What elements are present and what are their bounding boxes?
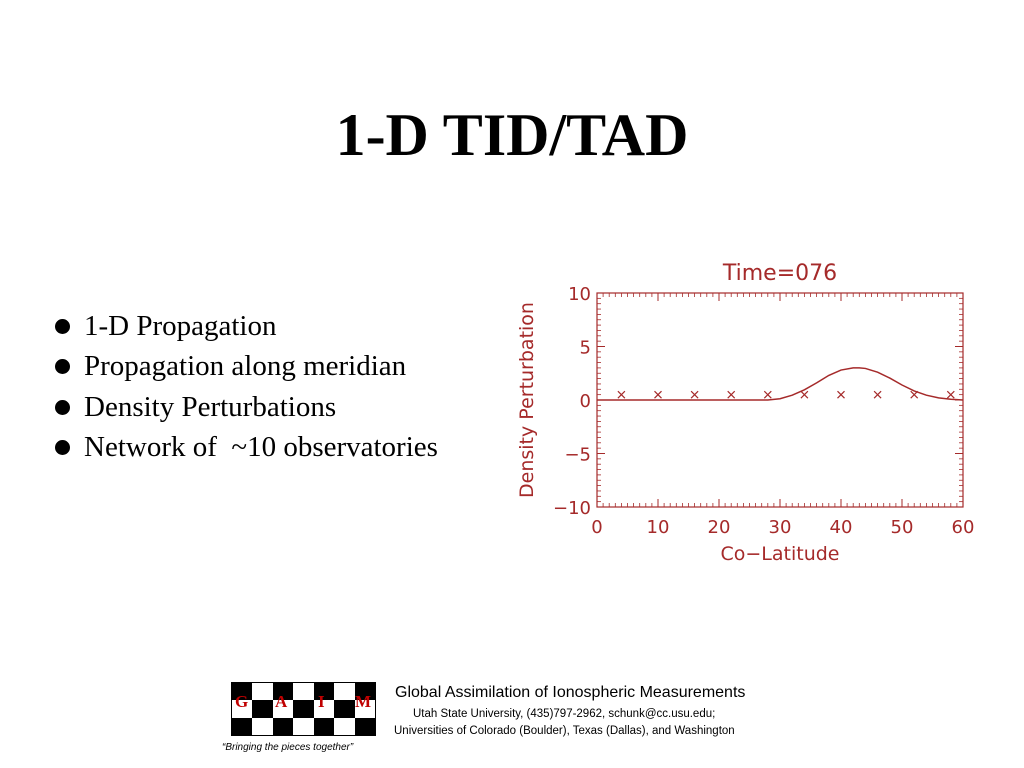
x-tick-label: 60 — [952, 517, 975, 538]
tagline: “Bringing the pieces together” — [222, 742, 354, 753]
logo-square — [293, 683, 313, 700]
observatory-marker — [617, 390, 626, 399]
logo-letter-m: M — [355, 692, 372, 711]
logo-square — [272, 683, 294, 701]
bullet-dot-icon — [55, 399, 70, 415]
observatory-marker — [727, 390, 736, 399]
chart-title: Time=076 — [722, 261, 837, 286]
marker-stroke — [690, 390, 699, 399]
bullet-dot-icon — [55, 359, 70, 375]
marker-stroke — [617, 390, 626, 399]
bullet-list: 1-D Propagation Propagation along meridi… — [55, 306, 438, 468]
marker-stroke — [763, 390, 772, 399]
marker-stroke — [654, 390, 662, 399]
observatory-marker — [654, 390, 662, 399]
logo-square — [354, 683, 375, 701]
bullet-text: Network of ~10 observatories — [84, 431, 438, 464]
slide-title: 1-D TID/TAD — [335, 102, 689, 168]
y-tick-label: −5 — [564, 445, 591, 466]
org-partners-line: Universities of Colorado (Boulder), Texa… — [394, 725, 735, 737]
logo-square — [252, 683, 272, 700]
logo-letter-i: I — [318, 692, 325, 711]
logo-letter-a: A — [275, 692, 288, 711]
logo-square — [293, 700, 314, 718]
logo-square — [252, 718, 272, 735]
logo-square — [252, 700, 273, 718]
logo-square — [272, 717, 294, 735]
logo-square — [334, 700, 355, 718]
logo-square — [334, 683, 354, 700]
logo-square — [232, 683, 253, 701]
bullet-text: 1-D Propagation — [84, 309, 277, 342]
logo-square — [232, 717, 253, 735]
x-axis-label: Co−Latitude — [720, 543, 839, 565]
marker-stroke — [873, 390, 882, 399]
x-tick-label: 10 — [647, 517, 670, 538]
marker-stroke — [837, 390, 845, 399]
bullet-item: Propagation along meridian — [55, 347, 438, 388]
observatory-marker — [946, 390, 955, 399]
x-tick-label: 30 — [769, 517, 792, 538]
observatory-marker — [690, 390, 699, 399]
org-contact-line: Utah State University, (435)797-2962, sc… — [413, 708, 716, 720]
logo-square — [313, 683, 335, 701]
observatory-marker — [837, 390, 845, 399]
logo-square — [313, 717, 335, 735]
x-tick-label: 50 — [891, 517, 914, 538]
org-name: Global Assimilation of Ionospheric Measu… — [395, 684, 746, 701]
x-tick-label: 0 — [591, 517, 602, 538]
x-tick-label: 40 — [830, 517, 853, 538]
footer: G A I M “Bringing the pieces together” G… — [0, 675, 1024, 768]
marker-stroke — [727, 390, 736, 399]
bullet-item: 1-D Propagation — [55, 306, 438, 347]
bullet-dot-icon — [55, 440, 70, 456]
density-perturbation-chart: 0 10 20 30 40 50 601050−5−10Time=076Co−Latitud… — [516, 261, 975, 565]
bullet-text: Propagation along meridian — [84, 350, 407, 383]
observatory-marker — [800, 390, 809, 399]
observatory-marker — [873, 390, 882, 399]
y-axis-label: Density Perturbation — [516, 302, 538, 498]
marker-stroke — [800, 390, 809, 399]
y-tick-label: 0 — [580, 391, 591, 412]
logo-square — [293, 718, 313, 735]
logo-square — [334, 718, 354, 735]
series-line — [597, 367, 964, 401]
x-tick-label: 20 — [708, 517, 731, 538]
bullet-dot-icon — [55, 318, 70, 334]
observatory-marker — [910, 390, 919, 399]
logo-square — [354, 717, 375, 735]
y-tick-label: −10 — [553, 498, 591, 519]
marker-stroke — [910, 390, 919, 399]
logo-letter-g: G — [235, 692, 249, 711]
y-tick-label: 10 — [568, 284, 591, 305]
bullet-item: Density Perturbations — [55, 387, 438, 428]
marker-stroke — [946, 390, 955, 399]
y-tick-label: 5 — [580, 338, 591, 359]
observatory-marker — [763, 390, 772, 399]
bullet-text: Density Perturbations — [84, 390, 337, 423]
gaim-logo — [231, 682, 376, 736]
bullet-item: Network of ~10 observatories — [55, 428, 438, 469]
